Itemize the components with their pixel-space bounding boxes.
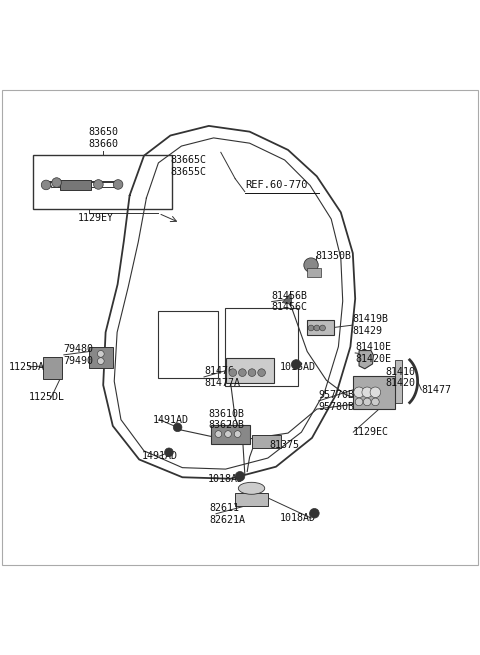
Text: 1018AD: 1018AD: [279, 513, 315, 523]
Text: 1129EC: 1129EC: [353, 427, 389, 437]
Text: 1129EY: 1129EY: [78, 213, 114, 223]
Text: 81419B
81429: 81419B 81429: [353, 314, 389, 336]
Circle shape: [248, 369, 256, 377]
Bar: [89, 346, 113, 368]
Circle shape: [234, 431, 241, 438]
Text: 79480
79490: 79480 79490: [64, 344, 94, 365]
Bar: [33, 155, 172, 209]
Circle shape: [363, 398, 371, 405]
Circle shape: [362, 387, 372, 398]
Text: 81375: 81375: [270, 440, 300, 450]
Circle shape: [235, 472, 245, 481]
Bar: [226, 358, 274, 383]
Circle shape: [97, 350, 104, 357]
Circle shape: [308, 325, 314, 331]
Circle shape: [354, 387, 364, 398]
Text: 81456B
81456C: 81456B 81456C: [272, 291, 308, 312]
Text: 95770B
95780B: 95770B 95780B: [319, 390, 355, 412]
Circle shape: [372, 398, 379, 405]
Circle shape: [52, 178, 61, 187]
Text: 81410E
81420E: 81410E 81420E: [355, 342, 391, 364]
Polygon shape: [359, 350, 373, 369]
Circle shape: [94, 179, 103, 189]
Text: 82611
82621A: 82611 82621A: [209, 503, 245, 525]
Circle shape: [310, 508, 319, 518]
Bar: [395, 360, 402, 403]
Text: 81350B: 81350B: [316, 252, 352, 261]
Circle shape: [320, 325, 325, 331]
Text: 1018AD: 1018AD: [208, 474, 244, 483]
Text: 1491AD: 1491AD: [142, 451, 178, 461]
Circle shape: [41, 180, 51, 190]
Circle shape: [314, 325, 320, 331]
Circle shape: [97, 358, 104, 364]
Circle shape: [239, 369, 246, 377]
Bar: [60, 179, 91, 190]
Text: 83610B
83620B: 83610B 83620B: [209, 409, 245, 430]
Bar: [307, 320, 334, 335]
Circle shape: [304, 258, 318, 272]
Bar: [211, 425, 250, 443]
Text: REF.60-770: REF.60-770: [245, 180, 307, 191]
Circle shape: [225, 431, 231, 438]
Text: 1491AD: 1491AD: [153, 415, 189, 424]
Circle shape: [165, 448, 173, 457]
Circle shape: [258, 369, 265, 377]
Text: 1125DA: 1125DA: [9, 362, 45, 372]
Bar: [307, 267, 321, 277]
Bar: [43, 357, 62, 379]
Circle shape: [355, 398, 363, 405]
Text: 83665C
83655C: 83665C 83655C: [170, 155, 206, 177]
Text: 1125DL: 1125DL: [29, 392, 65, 402]
Circle shape: [45, 181, 51, 187]
Bar: [353, 375, 395, 409]
Text: 81476
81477A: 81476 81477A: [204, 366, 240, 388]
Text: 1018AD: 1018AD: [279, 362, 315, 372]
Text: 81477: 81477: [421, 385, 451, 395]
Circle shape: [370, 387, 381, 398]
Circle shape: [229, 369, 237, 377]
Polygon shape: [282, 293, 292, 305]
Circle shape: [291, 360, 301, 369]
Text: 81410
81420: 81410 81420: [385, 367, 415, 388]
Circle shape: [215, 431, 222, 438]
Text: 83650
83660: 83650 83660: [88, 127, 118, 149]
Ellipse shape: [239, 482, 265, 495]
Circle shape: [173, 423, 182, 432]
Bar: [252, 435, 281, 447]
Bar: [235, 493, 268, 506]
Circle shape: [113, 179, 123, 189]
